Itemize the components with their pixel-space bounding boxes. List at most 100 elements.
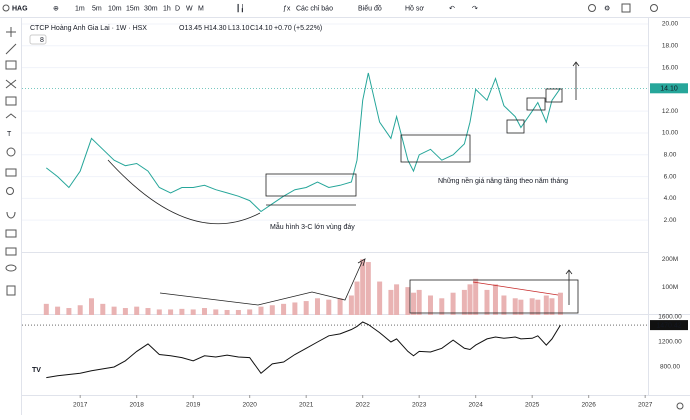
x-tick-label: 2019 — [186, 402, 201, 409]
last-value-label: 1470.42 — [656, 322, 681, 329]
x-tick-label: 2026 — [581, 402, 596, 409]
price-line — [46, 321, 561, 379]
last-value-label: 14.10 — [660, 86, 678, 93]
legend-open: O13.45 — [179, 25, 202, 32]
base-box — [265, 173, 357, 197]
x-tick-label: 2017 — [73, 402, 88, 409]
volume-bar — [360, 259, 366, 315]
volume-bar — [461, 289, 467, 315]
lock-tool[interactable] — [5, 247, 17, 256]
volume-bar — [439, 298, 445, 315]
volume-bar — [512, 298, 518, 315]
magnet-tool[interactable] — [6, 211, 16, 219]
y-tick-label: 800.00 — [660, 364, 680, 371]
volume-bar — [66, 308, 72, 315]
interval[interactable]: 10m — [108, 5, 122, 12]
volume-bar — [292, 302, 298, 315]
volume-bar — [314, 298, 320, 315]
add-symbol[interactable]: ⊕ — [53, 5, 59, 12]
layout-button[interactable]: Biểu đồ — [358, 3, 382, 12]
interval[interactable]: 1h — [163, 5, 171, 12]
indicators-icon[interactable]: ƒx — [283, 5, 291, 12]
legend-toggle-count: 8 — [40, 37, 44, 44]
interval[interactable]: 15m — [126, 5, 140, 12]
volume-bar — [501, 295, 507, 315]
plots: 2.00 4.00 6.00 8.00 10.00 12.00 16.00 18.00 20.0… — [22, 21, 688, 409]
interval[interactable]: D — [175, 5, 180, 12]
y-tick-label: 1200.00 — [658, 339, 682, 346]
trendline-tool[interactable] — [5, 43, 17, 55]
volume-bar — [134, 306, 140, 315]
volume-bar — [337, 298, 343, 315]
annotation: Những nền giá nâng tầng theo năm tháng — [438, 176, 568, 185]
chart-style-icon[interactable]: ┃╽ — [236, 3, 244, 12]
fullscreen-icon[interactable] — [621, 3, 631, 13]
x-tick-label: 2020 — [242, 402, 257, 409]
interval[interactable]: 5m — [92, 5, 102, 12]
legend-name: CTCP Hoàng Anh Gia Lai · 1W · HSX — [30, 25, 147, 32]
zoom-tool[interactable] — [6, 187, 14, 195]
emoji-tool[interactable] — [6, 147, 16, 157]
legend-toggle[interactable] — [29, 34, 47, 45]
lock-tool[interactable] — [5, 229, 17, 238]
cup-curve — [107, 159, 261, 225]
y-tick-label: 10.00 — [662, 130, 679, 137]
undo[interactable]: ↶ — [449, 5, 455, 12]
base-box — [400, 134, 471, 163]
volume-bar — [365, 262, 371, 315]
volume-bar — [473, 278, 479, 315]
volume-box — [409, 279, 579, 314]
zoom-icon[interactable] — [588, 4, 596, 12]
volume-bar — [484, 289, 490, 315]
volume-bar — [281, 303, 287, 315]
settings-icon[interactable]: ⚙ — [604, 4, 610, 12]
volume-bar — [535, 299, 541, 315]
logo: TV — [32, 367, 41, 374]
visibility-tool[interactable] — [5, 264, 17, 272]
volume-bar — [377, 281, 383, 315]
redo[interactable]: ↷ — [472, 5, 478, 12]
y-tick-label: 4.00 — [664, 195, 677, 202]
y-tick-label: 12.00 — [662, 108, 679, 115]
search-icon[interactable] — [2, 4, 10, 12]
delete-tool[interactable] — [6, 285, 16, 296]
y-tick-label: 200M — [662, 256, 678, 263]
interval[interactable]: W — [186, 5, 193, 12]
last-value-badge — [650, 320, 688, 331]
measure-tool[interactable] — [5, 168, 17, 177]
pattern-tool[interactable] — [5, 79, 17, 89]
interval-group: 1m 5m 10m 15m 30m 1h D W M — [75, 5, 204, 12]
volume-bar — [190, 309, 196, 315]
volume-bar — [394, 284, 400, 315]
snapshot-icon[interactable] — [650, 4, 658, 12]
y-tick-label: 6.00 — [664, 173, 677, 180]
volume-bar — [247, 309, 253, 315]
volume-bar — [557, 292, 563, 315]
volume-bar — [201, 308, 207, 315]
text-tool[interactable]: T — [7, 131, 12, 138]
annotation: Mẫu hình 3-C lớn vùng đáy — [270, 222, 355, 231]
symbol[interactable]: HAG — [12, 5, 28, 12]
volume-bar — [235, 309, 241, 315]
settings-icon[interactable] — [676, 402, 684, 410]
volume-bar — [88, 298, 94, 315]
x-tick-label: 2025 — [525, 402, 540, 409]
volume-bar — [258, 306, 264, 315]
indicators-button[interactable]: Các chỉ báo — [296, 4, 333, 12]
volume-bar — [269, 305, 275, 315]
projection-tool[interactable] — [5, 96, 17, 106]
volume-bar — [122, 308, 128, 315]
interval[interactable]: M — [198, 5, 204, 12]
volume-bar — [529, 298, 535, 315]
interval[interactable]: 30m — [144, 5, 158, 12]
fib-tool[interactable] — [5, 60, 17, 70]
volume-bar — [145, 308, 151, 315]
profile-button[interactable]: Hồ sơ — [405, 3, 424, 12]
volume-bar — [518, 299, 524, 315]
brush-tool[interactable] — [5, 113, 17, 119]
volume-bar — [156, 309, 162, 315]
volume-bar — [326, 299, 332, 315]
interval[interactable]: 1m — [75, 5, 85, 12]
